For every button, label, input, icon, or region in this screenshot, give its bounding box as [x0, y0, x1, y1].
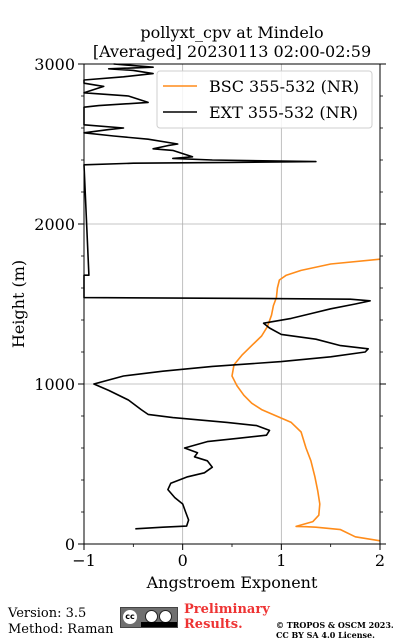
cc-logo-icon: cc [123, 610, 137, 624]
copyright-note: © TROPOS & OSCM 2023. CC BY SA 4.0 Licen… [276, 620, 394, 640]
preliminary-line-2: Results. [184, 617, 243, 632]
x-tick-label: 2 [375, 551, 385, 570]
legend-label-bsc: BSC 355-532 (NR) [209, 77, 359, 96]
version-text: Version: 3.5 [8, 606, 87, 621]
chart-title: pollyxt_cpv at Mindelo [140, 23, 323, 42]
y-tick-label: 0 [65, 535, 75, 554]
chart-subtitle: [Averaged] 20230113 02:00-02:59 [93, 42, 371, 61]
x-tick-label: −1 [72, 551, 96, 570]
x-tick-label: 0 [178, 551, 188, 570]
grid-lines [84, 64, 380, 544]
series-line-ext [83, 63, 371, 530]
x-axis-label: Angstroem Exponent [146, 573, 318, 592]
method-text: Method: Raman [8, 622, 114, 637]
y-tick-label: 2000 [34, 215, 75, 234]
copyright-line-1: © TROPOS & OSCM 2023. [276, 620, 394, 630]
legend-label-ext: EXT 355-532 (NR) [209, 103, 358, 122]
footer-info: Version: 3.5 Method: Raman [8, 606, 114, 638]
cc-badge-strip [141, 622, 177, 627]
legend-box [156, 70, 373, 129]
legend: BSC 355-532 (NR) EXT 355-532 (NR) [156, 70, 373, 129]
y-axis-label: Height (m) [9, 260, 28, 348]
x-tick-label: 1 [276, 551, 286, 570]
copyright-line-2: CC BY SA 4.0 License. [276, 630, 375, 640]
cc-license-badge-icon: cc [120, 607, 178, 628]
angstroem-profile-chart: pollyxt_cpv at Mindelo [Averaged] 202301… [9, 23, 386, 592]
preliminary-results-note: Preliminary Results. [184, 602, 270, 632]
preliminary-line-1: Preliminary [184, 602, 270, 617]
y-tick-label: 3000 [34, 55, 75, 74]
y-tick-label: 1000 [34, 375, 75, 394]
series-layer [83, 63, 381, 542]
series-line-bsc [231, 258, 381, 542]
plot-frame [83, 63, 381, 545]
